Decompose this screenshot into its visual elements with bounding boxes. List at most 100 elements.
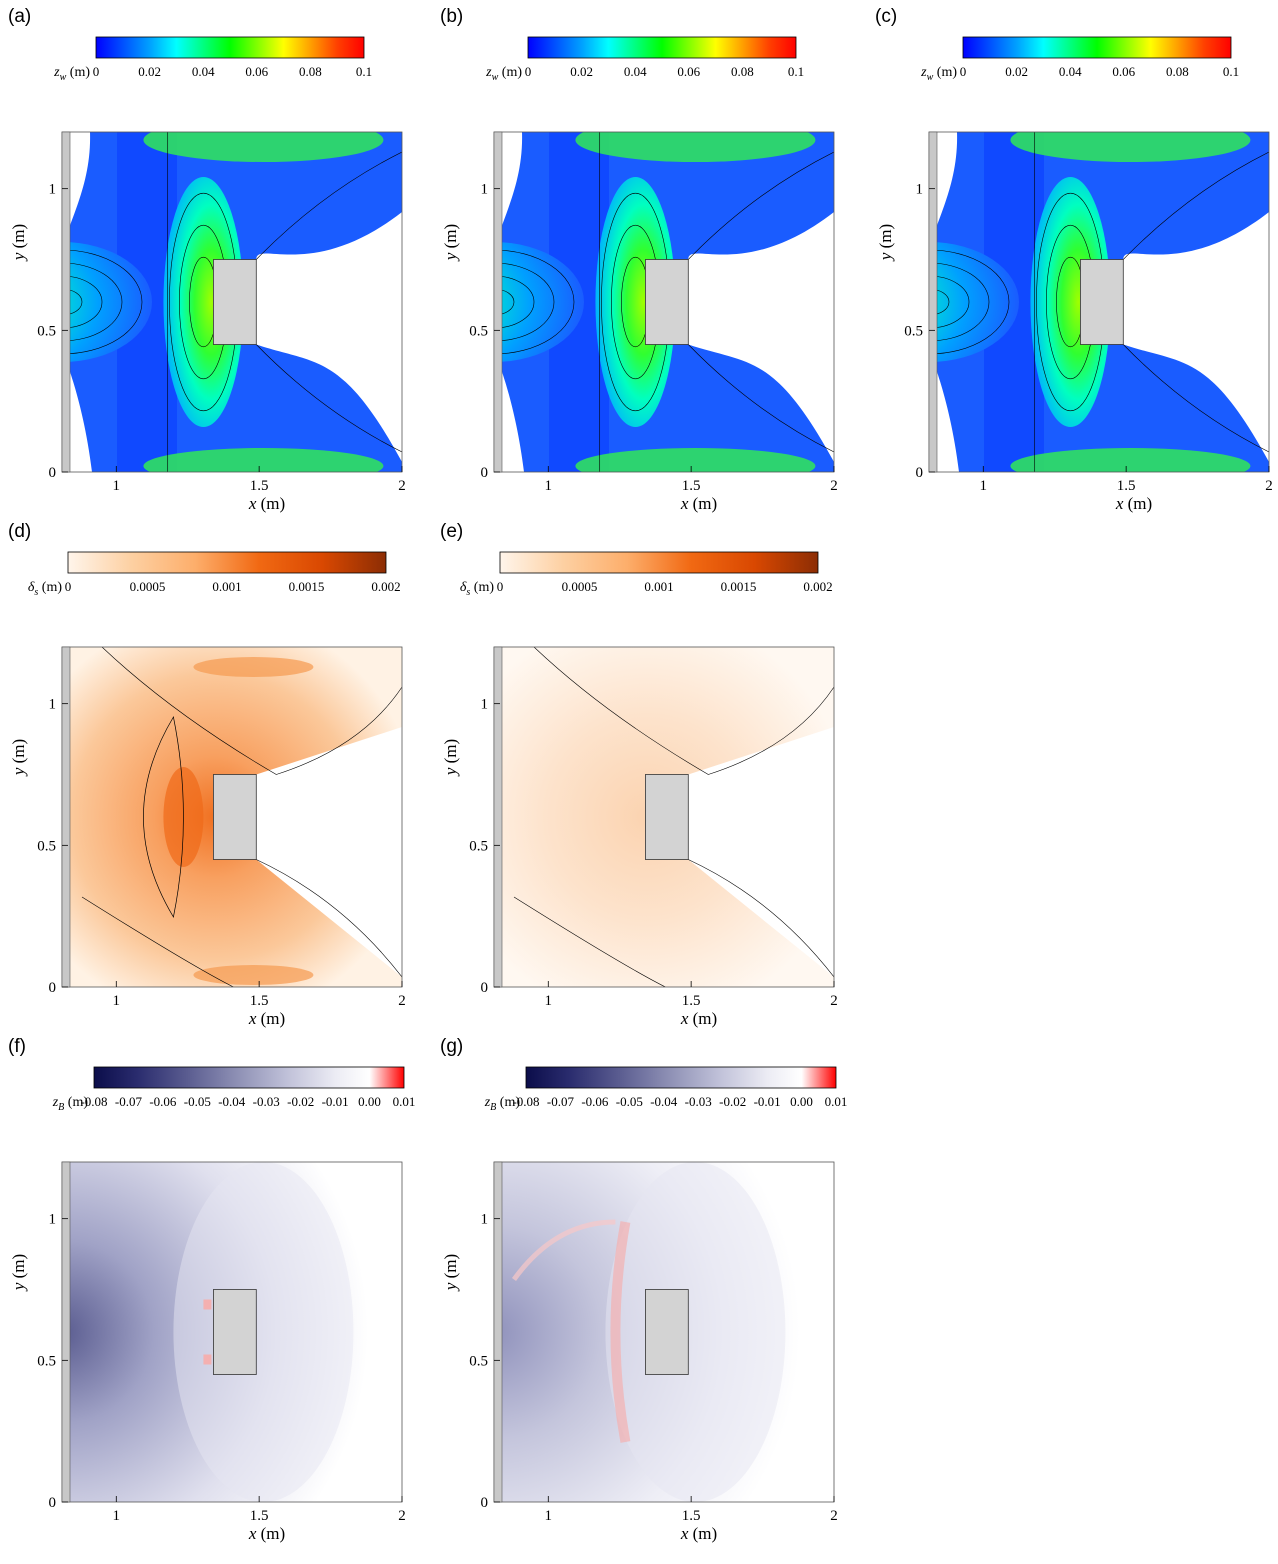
y-tick-label: 0.5: [469, 323, 488, 339]
colorbar-unit: (m): [64, 1095, 88, 1110]
colorbar-tick-label: 0.06: [1112, 64, 1135, 79]
x-axis-label: x (m): [680, 494, 717, 513]
y-axis-label: y (m): [441, 224, 460, 262]
colorbar-tick-label: -0.02: [719, 1094, 746, 1109]
inlet-wall: [61, 1161, 71, 1503]
colorbar-tick-label: 0.1: [788, 64, 804, 79]
colorbar-tick-label: 0.06: [677, 64, 700, 79]
x-tick-label: 1.5: [250, 1508, 269, 1524]
y-tick-label: 0.5: [37, 1353, 56, 1369]
colorbar-tick-label: 0: [525, 64, 532, 79]
chart-svg: zB (m)-0.08 -0.07 -0.06 -0.05 -0.04 -0.03 -0.0…: [9, 1066, 415, 1543]
colorbar-tick-label: 0.08: [731, 64, 754, 79]
x-axis-label: x (m): [248, 1524, 285, 1543]
panel-label: (e): [440, 521, 464, 542]
colorbar-subscript: B: [58, 1102, 64, 1113]
colorbar-tick-label: 0.02: [570, 64, 593, 79]
colorbar-tick-label: -0.02: [287, 1094, 314, 1109]
obstacle-block: [1080, 259, 1124, 345]
y-tick-label: 0.5: [469, 838, 488, 854]
colorbar-symbol: z: [52, 1095, 59, 1110]
chart-svg: zw (m) 0 0.02 0.04 0.06 0.08 0.11 1.5 200.51x (m…: [9, 36, 406, 513]
obstacle-block: [645, 1289, 689, 1375]
colorbar-symbol: z: [53, 65, 60, 80]
colorbar-symbol: δ: [28, 580, 35, 595]
colorbar-unit: (m): [66, 65, 90, 80]
colorbar-tick-label: 0: [960, 64, 967, 79]
y-tick-label: 0: [481, 980, 489, 996]
colorbar-tick-label: 0.1: [356, 64, 372, 79]
y-tick-label: 1: [49, 182, 57, 198]
x-tick-label: 1: [980, 478, 988, 494]
colorbar-tick-label: 0.08: [1166, 64, 1189, 79]
field-map: [929, 132, 1269, 472]
colorbar-tick-label: 0.0015: [721, 579, 757, 594]
field-map: [494, 1162, 834, 1502]
y-tick-label: 0.5: [469, 1353, 488, 1369]
colorbar-label: δs (m): [460, 580, 494, 598]
obstacle-block: [645, 259, 689, 345]
y-axis-label: y (m): [9, 739, 28, 777]
colorbar-tick-label: 0.00: [790, 1094, 813, 1109]
colorbar-unit: (m): [498, 65, 522, 80]
y-tick-label: 0: [916, 465, 924, 481]
colorbar-symbol: z: [484, 1095, 491, 1110]
x-tick-label: 2: [398, 993, 406, 1009]
field-map: [62, 1162, 402, 1502]
colorbar: [93, 1066, 405, 1089]
inlet-wall: [493, 1161, 503, 1503]
panel-label: (b): [440, 6, 464, 27]
inlet-wall: [61, 131, 71, 473]
obstacle-block: [213, 1289, 257, 1375]
colorbar-tick-label: -0.07: [547, 1094, 575, 1109]
y-tick-label: 1: [49, 697, 57, 713]
colorbar-unit: (m): [933, 65, 957, 80]
colorbar-tick-label: 0.0005: [562, 579, 598, 594]
colorbar: [95, 36, 365, 59]
colorbar-tick-label: -0.03: [685, 1094, 712, 1109]
y-tick-label: 0: [481, 465, 489, 481]
y-tick-label: 0.5: [904, 323, 923, 339]
y-axis-label: y (m): [9, 224, 28, 262]
colorbar-tick-label: 0: [93, 64, 100, 79]
colorbar: [499, 551, 819, 574]
colorbar-label: δs (m): [28, 580, 62, 598]
colorbar: [527, 36, 797, 59]
panel-label: (d): [8, 521, 32, 542]
colorbar-symbol: z: [920, 65, 927, 80]
colorbar-tick-label: -0.06: [581, 1094, 609, 1109]
y-tick-label: 0.5: [37, 838, 56, 854]
panel-b: (b) zw (m) 0 0.02 0.04 0.06 0.08 0.1 1 1.5 2 0 0.5 1 x…: [432, 0, 857, 520]
y-axis-label: y (m): [441, 1254, 460, 1292]
y-axis-label: y (m): [876, 224, 895, 262]
panel-d: (d) δs (m) 0 0.0005 0.001 0.0015 0.002 1 1.5 2 0 0.…: [0, 515, 425, 1035]
chart-svg: zw (m) 0 0.02 0.04 0.06 0.08 0.11 1.5 200.51x (m…: [441, 36, 838, 513]
x-tick-label: 1.5: [682, 478, 701, 494]
colorbar-symbol: δ: [460, 580, 467, 595]
y-tick-label: 0: [49, 980, 57, 996]
colorbar-unit: (m): [38, 580, 62, 595]
colorbar-tick-label: -0.05: [184, 1094, 211, 1109]
y-tick-label: 0: [481, 1495, 489, 1511]
colorbar-tick-label: 0.02: [138, 64, 161, 79]
x-tick-label: 1.5: [250, 993, 269, 1009]
panel-e: (e) δs (m) 0 0.0005 0.001 0.0015 0.002 1 1.5 2 0 0.…: [432, 515, 857, 1035]
colorbar-tick-label: -0.01: [322, 1094, 349, 1109]
panel-label: (a): [8, 6, 32, 27]
x-tick-label: 1: [545, 993, 553, 1009]
chart-svg: zB (m)-0.08 -0.07 -0.06 -0.05 -0.04 -0.03 -0.0…: [441, 1066, 847, 1543]
y-tick-label: 1: [916, 182, 924, 198]
panel-f: (f) zB (m) -0.08 -0.07 -0.06 -0.05 -0.04 -0.03-…: [0, 1030, 425, 1550]
colorbar-label: zB (m): [484, 1095, 521, 1113]
colorbar-tick-label: 0.04: [192, 64, 215, 79]
colorbar-label: zB (m): [52, 1095, 89, 1113]
colorbar-label: zw (m): [485, 65, 522, 83]
panel-a: (a) zw (m) 0 0.02 0.04 0.06 0.08 0.1 1 1.5 2 0 0.5 1 x…: [0, 0, 425, 520]
y-axis-label: y (m): [9, 1254, 28, 1292]
x-tick-label: 2: [830, 993, 838, 1009]
y-tick-label: 1: [481, 182, 489, 198]
colorbar-tick-label: -0.05: [616, 1094, 643, 1109]
colorbar-tick-label: 0: [497, 579, 504, 594]
